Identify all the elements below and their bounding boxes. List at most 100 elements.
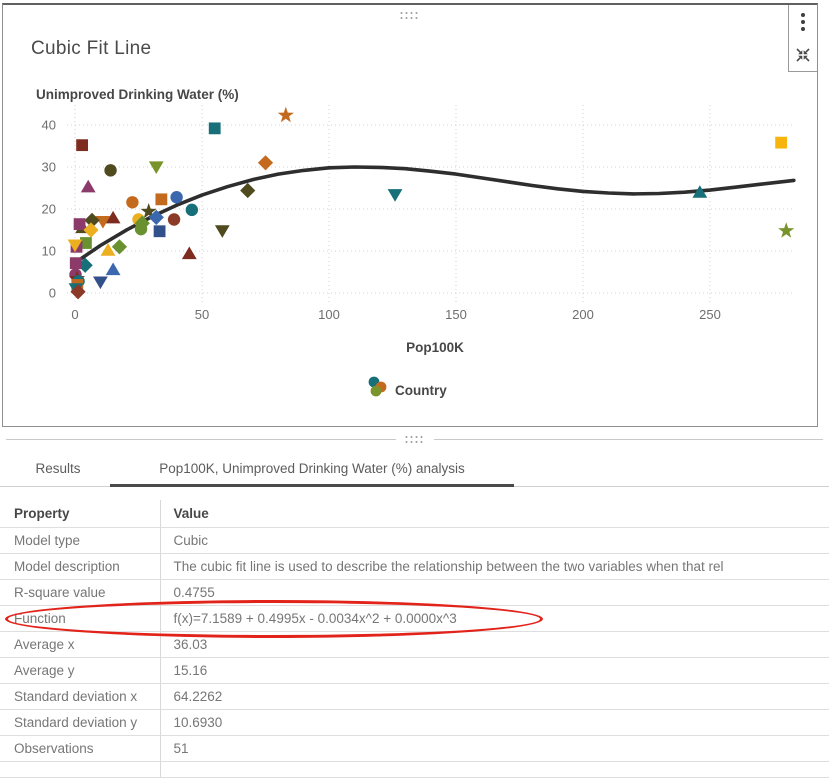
value-cell: 0.4755 [160, 579, 829, 606]
y-tick-label: 10 [42, 244, 56, 259]
y-axis-title: Unimproved Drinking Water (%) [36, 87, 239, 102]
y-tick-label: 40 [42, 118, 56, 133]
table-row: R-square value 0.4755 [0, 579, 829, 606]
chart-panel: Cubic Fit Line 0 50 100 150 200 250 0 10 20 30 40 [2, 3, 818, 427]
tab-results[interactable]: Results [35, 461, 81, 476]
property-cell: Average x [0, 631, 161, 658]
x-tick-label: 150 [445, 307, 467, 322]
property-cell: Standard deviation x [0, 683, 161, 710]
splitter-line-left [6, 439, 396, 440]
scatter-point[interactable] [77, 257, 93, 273]
table-row: Standard deviation x 64.2262 [0, 683, 829, 710]
scatter-point[interactable] [111, 239, 128, 255]
scatter-point[interactable] [83, 222, 99, 238]
scatter-point[interactable] [104, 164, 117, 177]
y-tick-label: 20 [42, 202, 56, 217]
scatter-point[interactable] [181, 246, 197, 260]
scatter-point[interactable] [208, 122, 221, 135]
scatter-point[interactable] [126, 196, 139, 209]
value-cell: 15.16 [160, 657, 829, 684]
legend-swatch-olive [370, 385, 382, 397]
scatter-point[interactable] [140, 203, 157, 219]
column-header-property: Property [0, 500, 161, 528]
splitter-drag-handle-icon[interactable] [405, 436, 424, 445]
scatter-plot: 0 50 100 150 200 250 0 10 20 30 40 Unimproved Drin… [36, 87, 796, 398]
value-cell: 10.6930 [160, 709, 829, 736]
table-row: Average y 15.16 [0, 657, 829, 684]
collapse-panel-icon[interactable] [789, 38, 817, 71]
scatter-point[interactable] [69, 257, 82, 270]
tab-analysis[interactable]: Pop100K, Unimproved Drinking Water (%) a… [159, 461, 465, 476]
scatter-point[interactable] [775, 136, 788, 149]
active-tab-indicator [110, 484, 514, 487]
value-cell: The cubic fit line is used to describe t… [160, 553, 829, 580]
legend-item-country[interactable]: Country [368, 376, 448, 398]
y-tick-label: 0 [49, 286, 56, 301]
scatter-point[interactable] [148, 209, 164, 225]
value-cell: 36.03 [160, 631, 829, 658]
scatter-point[interactable] [148, 161, 164, 174]
scatter-point[interactable] [167, 213, 181, 226]
scatter-point[interactable] [155, 193, 168, 206]
scatter-point[interactable] [100, 243, 116, 256]
property-cell: Standard deviation y [0, 709, 161, 736]
table-row: Model description The cubic fit line is u… [0, 553, 829, 580]
legend-label: Country [395, 383, 447, 398]
tab-bar: Results Pop100K, Unimproved Drinking Wat… [0, 452, 829, 486]
x-tick-label: 0 [71, 307, 78, 322]
panel-toolbar [788, 5, 817, 72]
table-header-row: Property Value [0, 500, 829, 528]
scatter-point[interactable] [153, 225, 166, 238]
property-cell: Average y [0, 657, 161, 684]
scatter-point[interactable] [778, 222, 795, 238]
scatter-point[interactable] [170, 191, 183, 204]
scatter-point[interactable] [95, 216, 111, 229]
scatter-point[interactable] [105, 210, 121, 224]
scatter-point[interactable] [76, 139, 89, 152]
scatter-point[interactable] [67, 239, 83, 253]
table-row: Function f(x)=7.1589 + 0.4995x - 0.0034x^… [0, 605, 829, 632]
scatter-point[interactable] [134, 215, 150, 231]
panel-drag-handle-icon[interactable] [400, 12, 420, 21]
scatter-point[interactable] [214, 225, 230, 238]
scatter-point[interactable] [73, 218, 86, 231]
scatter-point[interactable] [105, 262, 121, 276]
property-cell: Function [0, 605, 161, 632]
scatter-point[interactable] [387, 189, 403, 202]
property-cell: Observations [0, 735, 161, 762]
scatter-point[interactable] [80, 237, 92, 249]
y-tick-label: 30 [42, 160, 56, 175]
column-header-value: Value [160, 500, 829, 528]
panel-title: Cubic Fit Line [31, 38, 152, 59]
properties-table: Property Value Model type Cubic Model desc… [0, 500, 829, 778]
kebab-menu-icon[interactable] [789, 5, 817, 38]
table-empty-row [0, 761, 829, 778]
x-axis-title: Pop100K [406, 340, 464, 355]
property-cell: R-square value [0, 579, 161, 606]
scatter-point[interactable] [70, 284, 86, 300]
collapse-arrows-glyph [796, 47, 810, 62]
x-tick-label: 50 [195, 307, 209, 322]
value-cell: 64.2262 [160, 683, 829, 710]
x-tick-label: 200 [572, 307, 594, 322]
scatter-point[interactable] [257, 155, 274, 171]
value-cell [160, 761, 829, 778]
property-cell: Model description [0, 553, 161, 580]
value-cell: Cubic [160, 527, 829, 554]
scatter-point[interactable] [277, 106, 294, 123]
scatter-point[interactable] [692, 185, 708, 198]
scatter-point[interactable] [84, 212, 100, 228]
scatter-point[interactable] [93, 276, 108, 290]
value-cell: f(x)=7.1589 + 0.4995x - 0.0034x^2 + 0.00… [160, 605, 829, 632]
axis-tick-labels: 0 50 100 150 200 250 0 10 20 30 40 [42, 118, 721, 323]
scatter-point[interactable] [185, 203, 199, 217]
value-cell: 51 [160, 735, 829, 762]
table-row: Standard deviation y 10.6930 [0, 709, 829, 736]
scatter-point[interactable] [80, 179, 96, 193]
scatter-point[interactable] [240, 182, 256, 199]
panel-splitter[interactable] [0, 433, 829, 445]
fit-line-curve[interactable] [73, 165, 796, 265]
kebab-menu-glyph [801, 12, 805, 31]
table-row: Average x 36.03 [0, 631, 829, 658]
